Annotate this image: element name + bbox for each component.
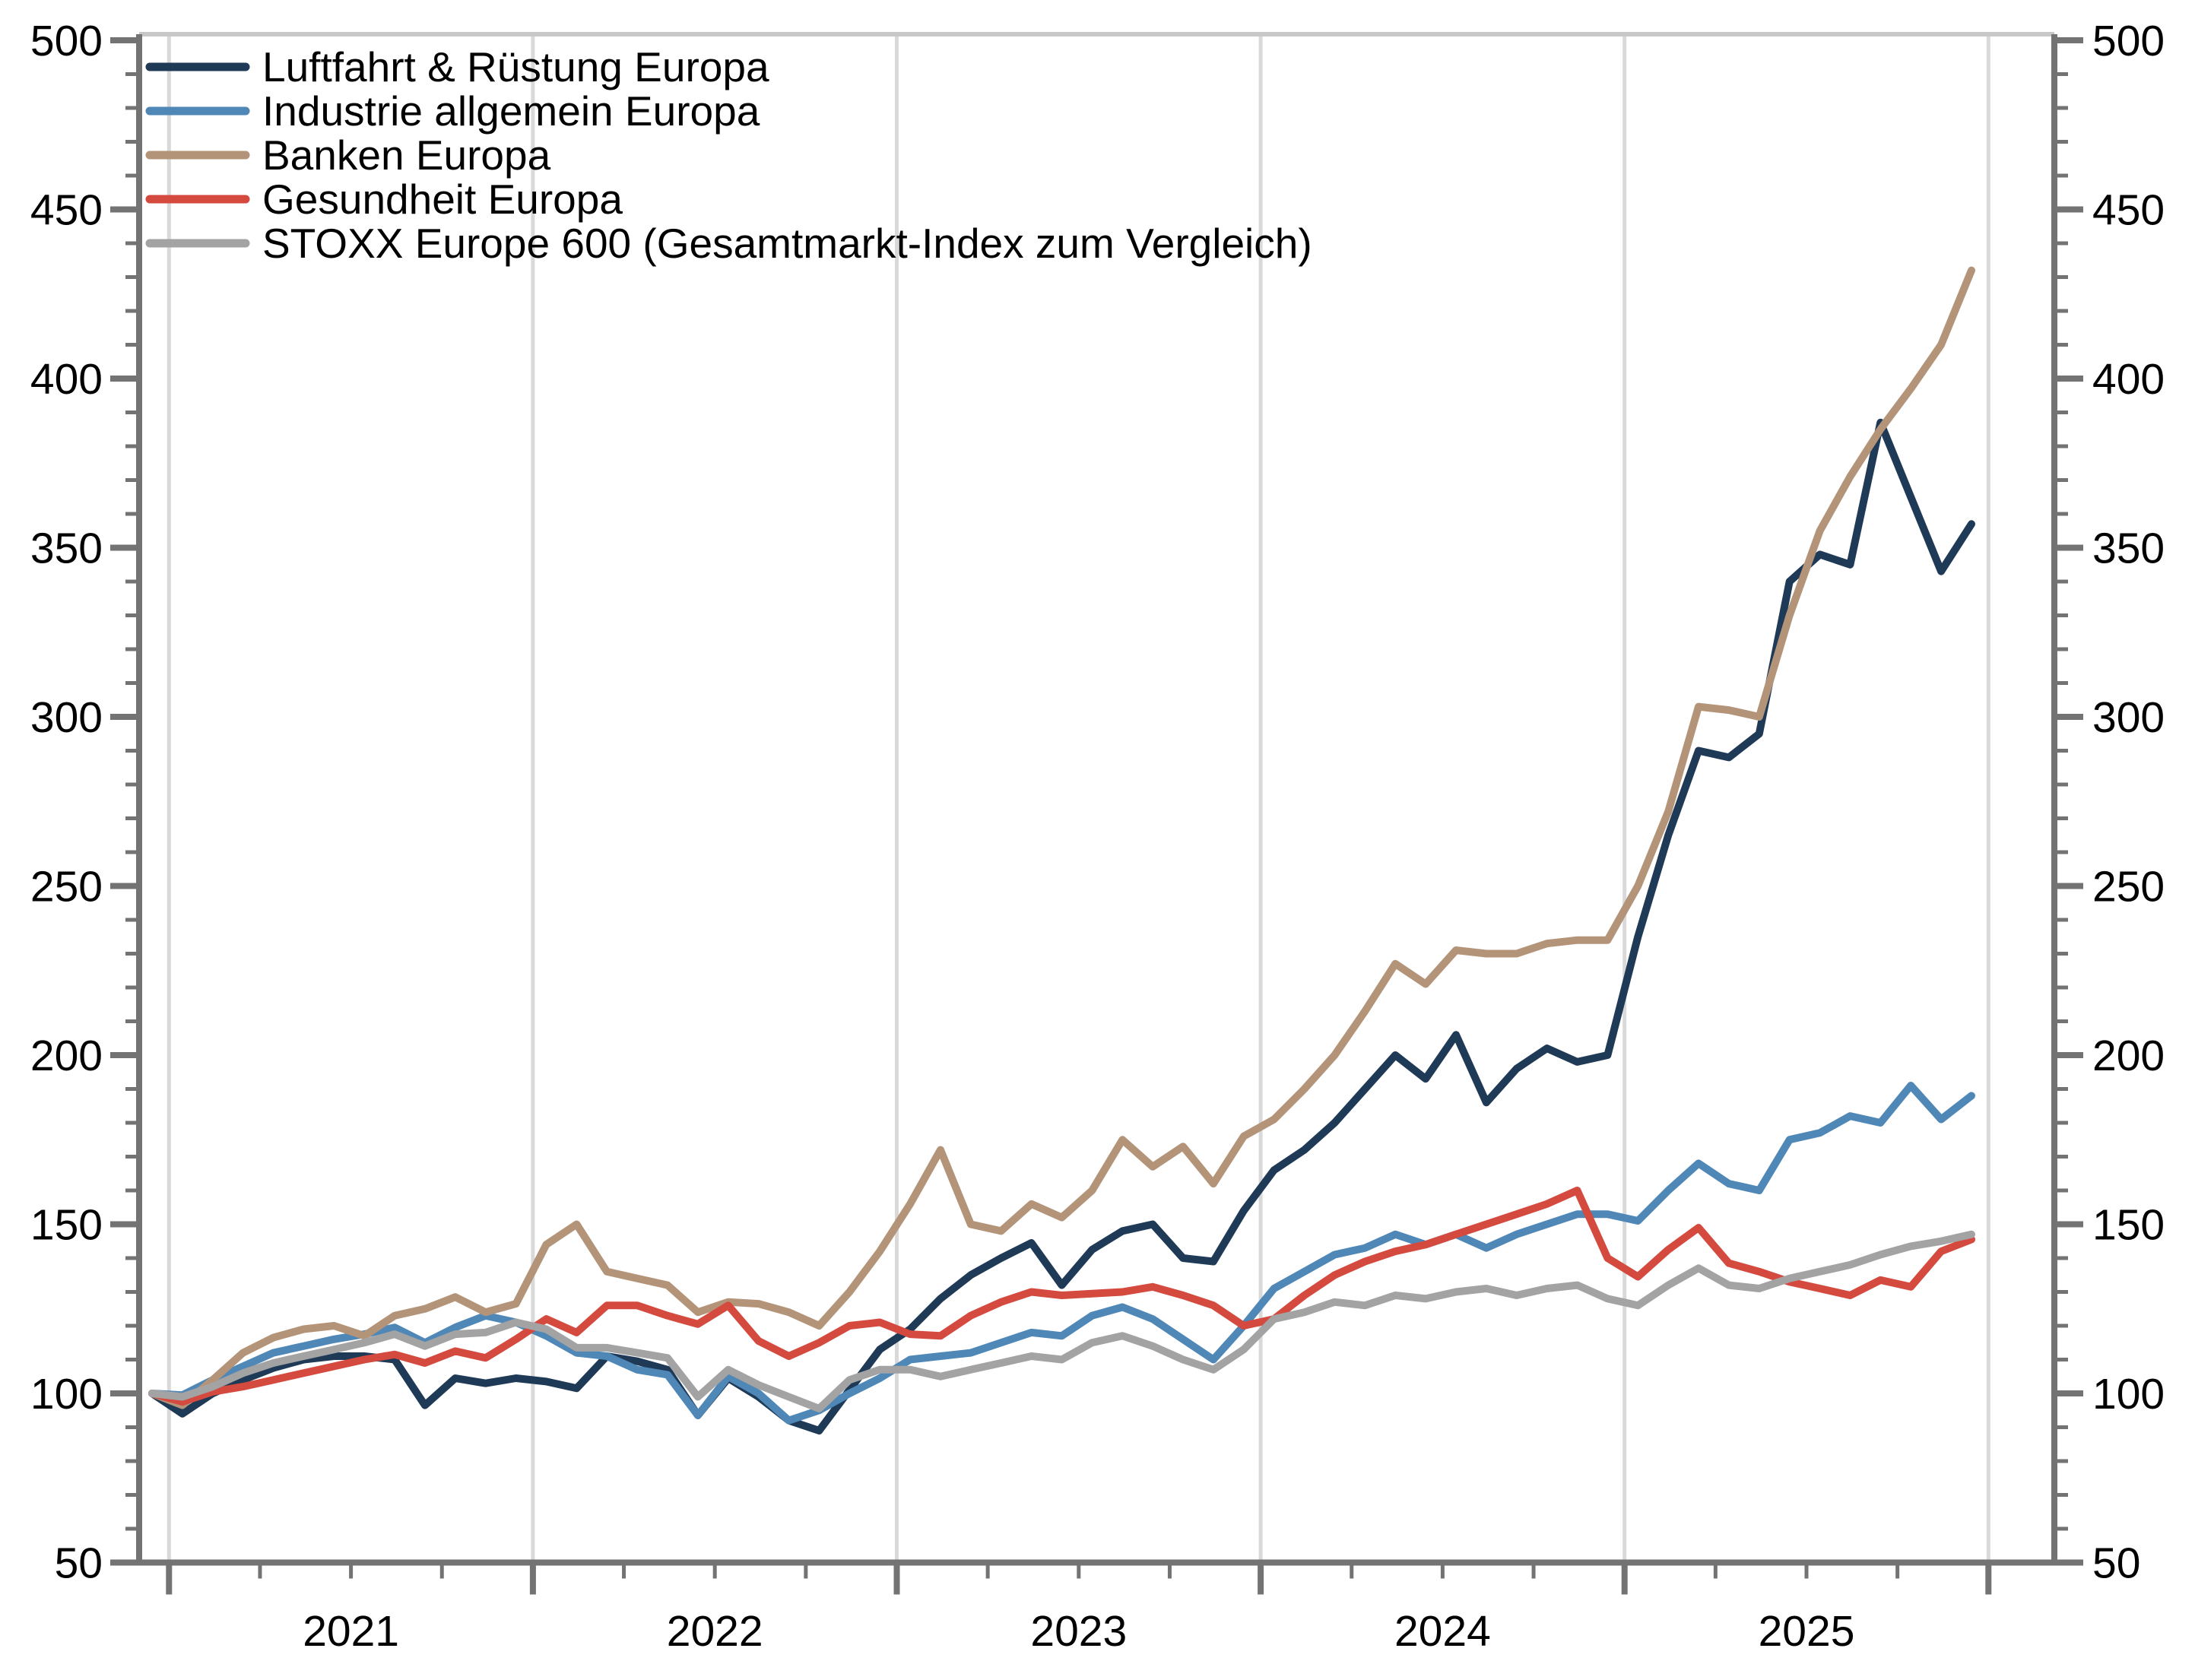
y-tick-label-left-350: 350 (30, 525, 103, 573)
y-tick-label-right-300: 300 (2092, 693, 2165, 742)
y-tick-label-left-300: 300 (30, 693, 103, 742)
x-year-label-2025: 2025 (1759, 1607, 1855, 1656)
y-tick-label-right-250: 250 (2092, 863, 2165, 911)
axis-ticks-group (110, 37, 2083, 1595)
y-tick-label-left-400: 400 (30, 355, 103, 404)
legend-label-stoxx-europe-600-gesamtmarkt-index-zum-vergleich: STOXX Europe 600 (Gesamtmarkt-Index zum … (262, 220, 1312, 267)
x-year-label-2021: 2021 (303, 1607, 399, 1656)
legend-label-gesundheit-europa: Gesundheit Europa (262, 176, 623, 223)
y-tick-label-left-200: 200 (30, 1032, 103, 1080)
y-tick-label-right-400: 400 (2092, 355, 2165, 404)
axes-spines-group (136, 32, 2057, 1566)
legend-label-banken-europa: Banken Europa (262, 132, 551, 179)
y-tick-label-right-100: 100 (2092, 1370, 2165, 1418)
y-tick-label-left-100: 100 (30, 1370, 103, 1418)
series-line-luftfahrt-r-stung-europa (148, 418, 1975, 1434)
x-year-label-2024: 2024 (1394, 1607, 1491, 1656)
y-tick-label-right-350: 350 (2092, 525, 2165, 573)
x-year-label-2023: 2023 (1030, 1607, 1127, 1656)
gridlines-group (167, 34, 1990, 1563)
y-tick-label-right-200: 200 (2092, 1032, 2165, 1080)
series-line-stoxx-europe-600-gesamtmarkt-index-zum-vergleich (148, 1230, 1975, 1412)
x-axis-labels: 2021 2022 2023 2024 2025 (303, 1607, 1854, 1656)
y-tick-label-left-450: 450 (30, 186, 103, 235)
y-tick-label-left-500: 500 (30, 17, 103, 65)
x-year-label-2022: 2022 (667, 1607, 763, 1656)
y-tick-label-right-50: 50 (2092, 1539, 2140, 1588)
y-tick-label-right-450: 450 (2092, 186, 2165, 235)
y-tick-label-left-50: 50 (55, 1539, 103, 1588)
series-line-gesundheit-europa (148, 1187, 1975, 1406)
series-line-banken-europa (148, 266, 1975, 1409)
y-axis-labels-left: 50 100 150 200 250 300 350 400 450 500 (30, 17, 103, 1588)
y-tick-label-right-500: 500 (2092, 17, 2165, 65)
y-tick-label-left-250: 250 (30, 863, 103, 911)
series-line-industrie-allgemein-europa (148, 1082, 1975, 1425)
y-axis-labels-right: 50 100 150 200 250 300 350 400 450 500 (2092, 17, 2165, 1588)
y-tick-label-left-150: 150 (30, 1201, 103, 1250)
legend-label-luftfahrt-r-stung-europa: Luftfahrt & Rüstung Europa (262, 43, 769, 90)
series-lines-group (148, 266, 1975, 1434)
y-tick-label-right-150: 150 (2092, 1201, 2165, 1250)
legend-label-industrie-allgemein-europa: Industrie allgemein Europa (262, 87, 760, 135)
